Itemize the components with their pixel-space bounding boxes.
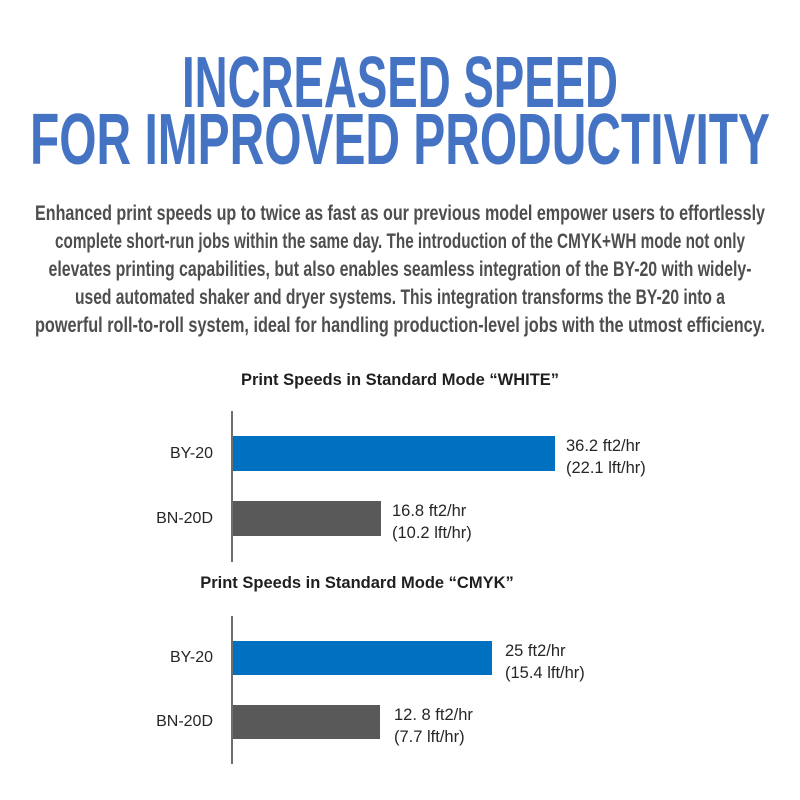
chart-white-value-bn20d: 16.8 ft2/hr (10.2 lft/hr): [392, 500, 472, 544]
chart-white-title: Print Speeds in Standard Mode “WHITE”: [240, 371, 560, 389]
intro-line-2: complete short-run jobs within the same …: [55, 230, 745, 253]
heading-line-1: INCREASED SPEED: [182, 43, 618, 123]
chart-cmyk-bar-by20: [233, 641, 492, 675]
chart-white-bar-bn20d: [233, 501, 381, 536]
intro-line-5: powerful roll-to-roll system, ideal for …: [35, 314, 765, 337]
chart-cmyk-axis: [231, 616, 233, 764]
chart-cmyk-label-bn20d: BN-20D: [156, 713, 213, 730]
value-line-1: 12. 8 ft2/hr: [394, 706, 473, 724]
chart-white-label-bn20d: BN-20D: [156, 509, 213, 527]
chart-white-bar-by20: [233, 436, 555, 471]
chart-cmyk-value-bn20d: 12. 8 ft2/hr (7.7 lft/hr): [394, 704, 473, 748]
heading-line-2: FOR IMPROVED PRODUCTIVITY: [30, 100, 770, 180]
value-line-2: (10.2 lft/hr): [392, 524, 472, 542]
intro-line-1: Enhanced print speeds up to twice as fas…: [35, 202, 765, 225]
chart-white-axis: [231, 411, 233, 562]
intro-line-4: used automated shaker and dryer systems.…: [75, 286, 725, 309]
value-line-2: (7.7 lft/hr): [394, 728, 465, 746]
intro-paragraph: Enhanced print speeds up to twice as fas…: [35, 202, 765, 337]
chart-cmyk-label-by20: BY-20: [170, 649, 213, 666]
intro-line-3: elevates printing capabilities, but also…: [49, 258, 752, 281]
chart-cmyk-bar-bn20d: [233, 705, 380, 739]
chart-cmyk-value-by20: 25 ft2/hr (15.4 lft/hr): [505, 640, 585, 684]
chart-white-value-by20: 36.2 ft2/hr (22.1 lft/hr): [566, 435, 646, 479]
chart-cmyk-title: Print Speeds in Standard Mode “CMYK”: [200, 574, 514, 592]
main-heading: INCREASED SPEED FOR IMPROVED PRODUCTIVIT…: [30, 43, 770, 180]
chart-white-label-by20: BY-20: [170, 444, 213, 462]
value-line-1: 16.8 ft2/hr: [392, 502, 467, 520]
value-line-1: 36.2 ft2/hr: [566, 437, 641, 455]
value-line-1: 25 ft2/hr: [505, 642, 566, 660]
value-line-2: (22.1 lft/hr): [566, 459, 646, 477]
value-line-2: (15.4 lft/hr): [505, 664, 585, 682]
